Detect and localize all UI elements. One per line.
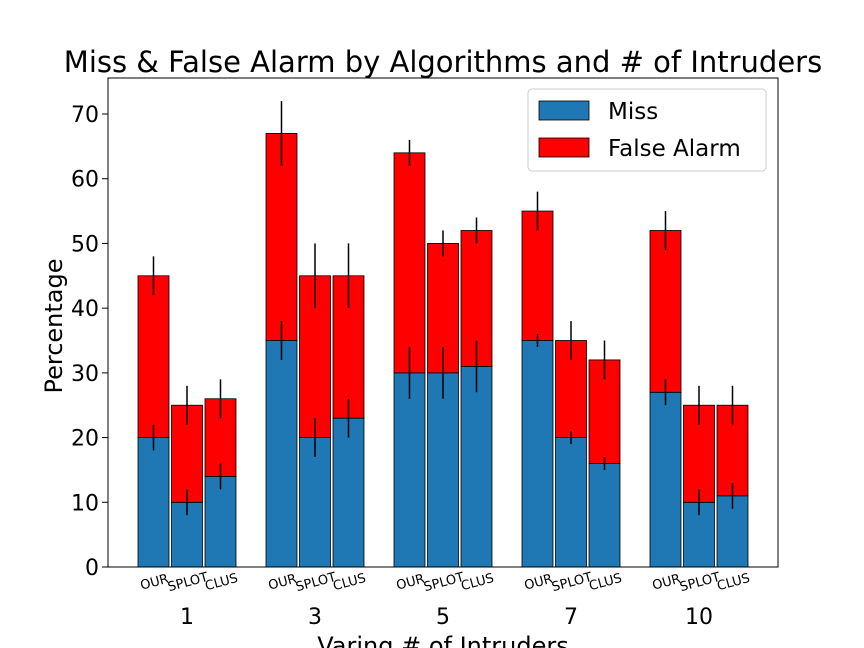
chart-title: Miss & False Alarm by Algorithms and # o… bbox=[64, 45, 822, 79]
bar-miss-g3-our bbox=[265, 340, 298, 568]
error-bars-layer bbox=[152, 101, 734, 516]
legend-label-miss: Miss bbox=[608, 99, 658, 125]
x-group-label-1: 1 bbox=[180, 605, 194, 630]
x-sublabel-g1-our: OUR bbox=[139, 572, 171, 594]
x-sublabel-g5-clus: CLUS bbox=[459, 571, 495, 594]
y-tick-label-20: 20 bbox=[71, 427, 99, 452]
x-sublabel-g5-our: OUR bbox=[395, 572, 427, 594]
bar-miss-g7-our bbox=[521, 340, 554, 568]
x-sublabel-g7-clus: CLUS bbox=[587, 571, 623, 594]
bar-miss-g5-clus bbox=[460, 365, 493, 568]
x-group-label-3: 3 bbox=[308, 605, 322, 630]
y-tick-label-50: 50 bbox=[71, 232, 99, 257]
x-axis-label: Varing # of Intruders bbox=[317, 632, 569, 648]
y-axis-label: Percentage bbox=[40, 258, 68, 393]
bar-miss-g5-our bbox=[393, 372, 426, 568]
x-sublabel-g1-clus: CLUS bbox=[203, 571, 239, 594]
bar-miss-g1-clus bbox=[204, 475, 237, 568]
bar-false-alarm-g1-splot bbox=[171, 404, 203, 503]
bar-miss-g1-our bbox=[137, 437, 170, 568]
legend: Miss False Alarm bbox=[527, 88, 767, 172]
legend-swatch-false-alarm bbox=[538, 137, 590, 158]
x-axis: OURSPLOTCLUS1OURSPLOTCLUS3OURSPLOTCLUS5O… bbox=[139, 570, 752, 630]
x-sublabel-g7-our: OUR bbox=[523, 572, 555, 594]
x-sublabel-g10-our: OUR bbox=[651, 572, 683, 594]
bar-false-alarm-g10-our bbox=[649, 230, 682, 393]
plot-area-frame bbox=[107, 77, 779, 568]
legend-swatch-miss bbox=[538, 100, 590, 121]
y-tick-label-60: 60 bbox=[71, 168, 99, 193]
y-tick-label-40: 40 bbox=[71, 297, 99, 322]
bar-miss-g7-clus bbox=[588, 463, 621, 568]
x-group-label-5: 5 bbox=[436, 605, 450, 630]
y-axis: 0 10 20 30 40 50 60 70 bbox=[71, 103, 108, 581]
y-tick-label-10: 10 bbox=[71, 491, 99, 516]
bar-false-alarm-g1-our bbox=[137, 275, 170, 438]
legend-label-false-alarm: False Alarm bbox=[608, 136, 741, 162]
bar-miss-g10-our bbox=[649, 391, 682, 568]
bar-false-alarm-g5-our bbox=[393, 152, 426, 374]
bar-miss-g3-clus bbox=[332, 417, 365, 568]
bar-false-alarm-g7-our bbox=[521, 210, 554, 341]
y-tick-label-30: 30 bbox=[71, 362, 99, 387]
bar-miss-g7-splot bbox=[555, 437, 587, 568]
x-sublabel-g10-clus: CLUS bbox=[715, 571, 751, 594]
x-group-label-10: 10 bbox=[685, 605, 713, 630]
y-tick-label-70: 70 bbox=[71, 103, 99, 128]
x-sublabel-g3-clus: CLUS bbox=[331, 571, 367, 594]
x-group-label-7: 7 bbox=[564, 605, 578, 630]
bar-miss-g5-splot bbox=[427, 372, 459, 568]
x-sublabel-g3-our: OUR bbox=[267, 572, 299, 594]
y-tick-label-0: 0 bbox=[85, 556, 99, 581]
bar-false-alarm-g3-our bbox=[265, 133, 298, 341]
